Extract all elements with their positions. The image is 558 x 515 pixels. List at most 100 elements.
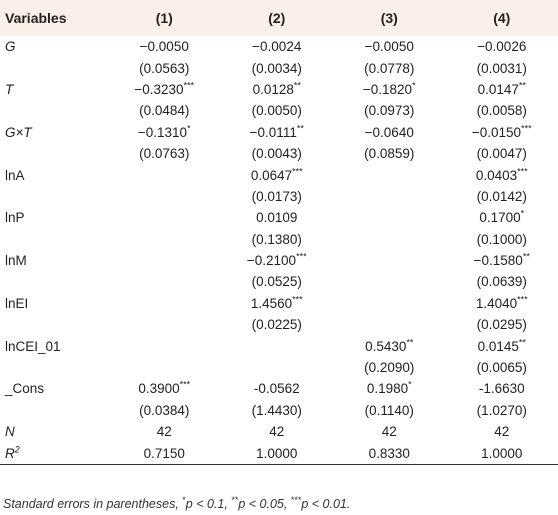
- coef-row: G −0.0050 −0.0024 −0.0050 −0.0026: [0, 36, 558, 57]
- coef-value: 0.1700: [479, 210, 521, 226]
- variable-name: lnCEI_01: [5, 338, 61, 354]
- se-cell: (0.1140): [364, 402, 414, 418]
- stat-cell: 42: [381, 424, 397, 440]
- coef-cell: −0.0150***: [446, 122, 558, 143]
- coef-value: −0.1580: [473, 253, 523, 269]
- se-row: (0.0173) (0.0142): [0, 186, 558, 207]
- se-cell: [108, 186, 221, 207]
- significance-stars: **: [522, 251, 530, 262]
- significance-stars: ***: [292, 166, 303, 177]
- coef-row: lnM −0.2100*** −0.1580**: [0, 250, 558, 271]
- coef-cell: −0.3230***: [108, 79, 221, 100]
- coef-value: −0.0640: [364, 124, 414, 140]
- coef-cell: -1.6630: [446, 378, 558, 399]
- stat-cell: 1.0000: [220, 442, 333, 465]
- table-body: G −0.0050 −0.0024 −0.0050 −0.0026 (0.0563) (0.…: [0, 36, 558, 465]
- regression-table: Variables (1) (2) (3) (4) G −0.0050 −0.002…: [0, 0, 558, 465]
- coef-cell: [108, 207, 221, 228]
- coef-value: 0.0109: [256, 210, 298, 226]
- variable-name: _Cons: [5, 381, 45, 397]
- coef-value: -1.6630: [478, 381, 525, 397]
- coef-row: lnEI 1.4560*** 1.4040***: [0, 293, 558, 314]
- se-cell: (0.0639): [476, 274, 527, 290]
- coef-row: _Cons 0.3900*** -0.0562 0.1980* -1.6630: [0, 378, 558, 399]
- variable-name: G: [5, 39, 16, 55]
- coef-value: −0.1820: [362, 81, 413, 97]
- stat-cell: 0.8330: [333, 442, 446, 465]
- coef-row: lnA 0.0647*** 0.0403***: [0, 164, 558, 185]
- stat-name: R2: [0, 442, 108, 465]
- se-spacer: [0, 400, 108, 421]
- stat-cell: 0.7150: [108, 442, 221, 465]
- se-row: (0.0763) (0.0043) (0.0859) (0.0047): [0, 143, 558, 164]
- se-cell: [108, 271, 221, 292]
- coef-value: 0.0145: [477, 338, 519, 354]
- significance-stars: *: [408, 379, 412, 390]
- se-row: (0.0384) (1.4430) (0.1140) (1.0270): [0, 400, 558, 421]
- significance-stars: *: [187, 123, 191, 134]
- se-row: (0.0525) (0.0639): [0, 271, 558, 292]
- se-spacer: [0, 186, 108, 207]
- se-spacer: [0, 57, 108, 78]
- se-cell: (0.0173): [251, 188, 302, 204]
- significance-stars: **: [296, 123, 304, 134]
- coef-value: −0.2100: [246, 253, 297, 269]
- se-spacer: [0, 100, 108, 121]
- se-cell: [108, 314, 221, 335]
- se-spacer: [0, 229, 108, 250]
- stat-label: N: [5, 424, 15, 440]
- significance-stars: **: [293, 80, 301, 91]
- coef-cell: 0.0647***: [221, 164, 334, 185]
- coef-row: G×T −0.1310* −0.0111** −0.0640 −0.0150***: [0, 122, 558, 143]
- coef-cell: −0.0026: [446, 36, 558, 57]
- se-row: (0.0563) (0.0034) (0.0778) (0.0031): [0, 57, 558, 78]
- se-cell: (0.0142): [476, 188, 527, 204]
- coef-cell: 0.0403***: [446, 164, 558, 185]
- se-cell: (1.4430): [251, 402, 302, 418]
- coef-value: 0.0403: [475, 167, 518, 183]
- coef-value: −0.0024: [252, 39, 302, 55]
- footnote-text-2: p < 0.05,: [238, 497, 291, 511]
- coef-cell: [221, 335, 334, 356]
- se-cell: (0.0484): [139, 103, 190, 119]
- se-spacer: [0, 314, 108, 335]
- significance-stars: ***: [517, 294, 528, 305]
- coef-cell: −0.0024: [221, 36, 334, 57]
- stat-cell: 42: [269, 424, 285, 440]
- significance-stars: ***: [183, 80, 195, 91]
- coef-cell: [333, 250, 446, 271]
- coef-cell: 0.3900***: [108, 378, 221, 399]
- se-cell: (0.1380): [251, 231, 302, 247]
- coef-value: −0.0026: [477, 39, 527, 55]
- significance-stars: **: [518, 337, 526, 348]
- se-cell: (0.0384): [139, 402, 190, 418]
- header-model-1: (1): [108, 0, 221, 36]
- coef-cell: −0.1820*: [333, 79, 446, 100]
- se-cell: (0.0973): [364, 103, 415, 119]
- se-cell: [108, 229, 221, 250]
- stat-cell: 42: [494, 424, 510, 440]
- coef-cell: 0.5430**: [333, 335, 446, 356]
- stat-label: R: [5, 445, 15, 461]
- se-cell: [221, 357, 334, 378]
- se-cell: [108, 357, 221, 378]
- coef-value: 0.0128: [252, 81, 294, 97]
- coef-cell: −0.0640: [333, 122, 446, 143]
- variable-name: T: [5, 81, 14, 97]
- coef-value: −0.3230: [134, 81, 184, 97]
- coef-cell: [108, 335, 221, 356]
- coef-cell: [108, 164, 221, 185]
- significance-stars: ***: [517, 166, 528, 177]
- se-cell: (0.0778): [364, 60, 415, 76]
- coef-cell: −0.0050: [333, 36, 446, 57]
- header-variables: Variables: [0, 0, 108, 36]
- coef-row: lnCEI_01 0.5430** 0.0145**: [0, 335, 558, 356]
- coef-value: 1.4040: [475, 295, 518, 311]
- stat-cell: 1.0000: [445, 442, 558, 465]
- coef-cell: [333, 293, 446, 314]
- table-header: Variables (1) (2) (3) (4): [0, 0, 558, 36]
- se-cell: (0.0295): [476, 317, 527, 333]
- coef-row: T −0.3230*** 0.0128** −0.1820* 0.0147**: [0, 79, 558, 100]
- stat-row: N 42 42 42 42: [0, 421, 558, 442]
- significance-stars: **: [406, 337, 414, 348]
